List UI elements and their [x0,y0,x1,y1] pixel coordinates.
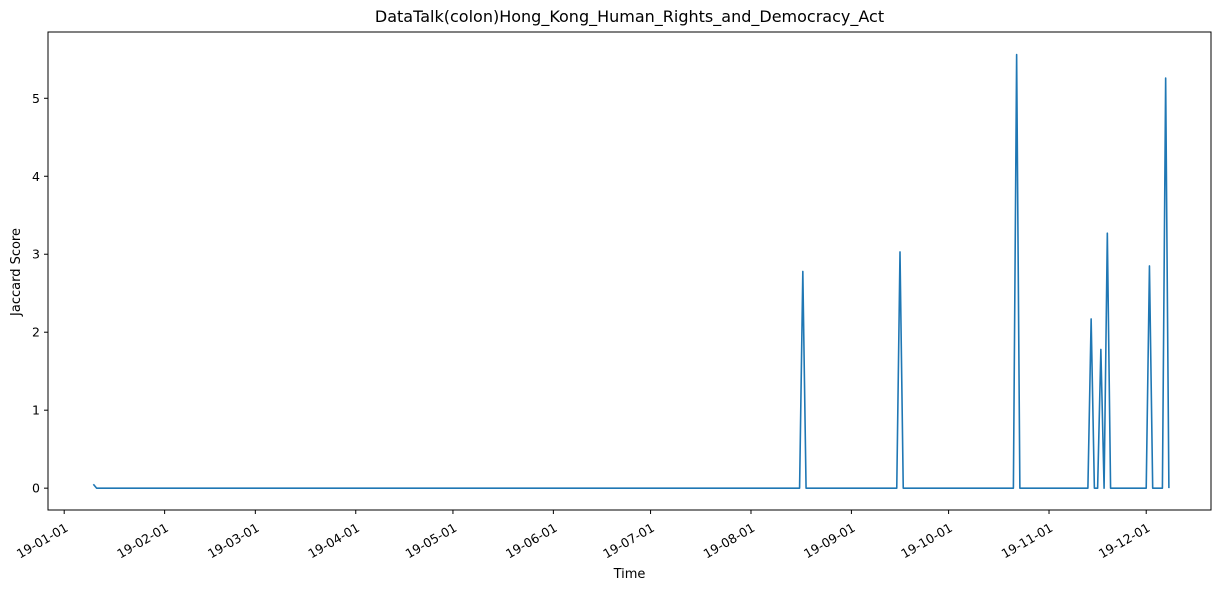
x-tick-label: 19-05-01 [403,520,460,561]
x-tick-label: 19-03-01 [205,520,262,561]
x-tick-label: 19-12-01 [1096,520,1153,561]
x-tick-label: 19-04-01 [305,520,362,561]
y-tick-label: 1 [32,403,40,418]
x-tick-label: 19-09-01 [801,520,858,561]
y-tick-label: 3 [32,247,40,262]
y-tick-label: 2 [32,325,40,340]
x-axis-label: Time [613,567,646,582]
plot-area: 19-01-01 19-02-01 19-03-01 19-04-01 19-05-01… [14,31,1212,561]
y-axis-label: Jaccard Score [9,228,24,317]
x-tick-label: 19-10-01 [898,520,955,561]
x-tick-label: 19-01-01 [14,520,71,561]
series-line [92,53,1170,489]
x-tick-label: 19-06-01 [503,520,560,561]
y-tick-label: 0 [32,481,40,496]
x-tick-label: 19-11-01 [999,520,1056,561]
plot-frame [47,31,1212,511]
x-tick-label: 19-02-01 [114,520,171,561]
y-tick-label: 5 [32,91,40,106]
chart-title: DataTalk(colon)Hong_Kong_Human_Rights_an… [375,7,884,27]
y-tick-label: 4 [32,169,40,184]
x-tick-label: 19-08-01 [701,520,758,561]
x-tick-label: 19-07-01 [600,520,657,561]
